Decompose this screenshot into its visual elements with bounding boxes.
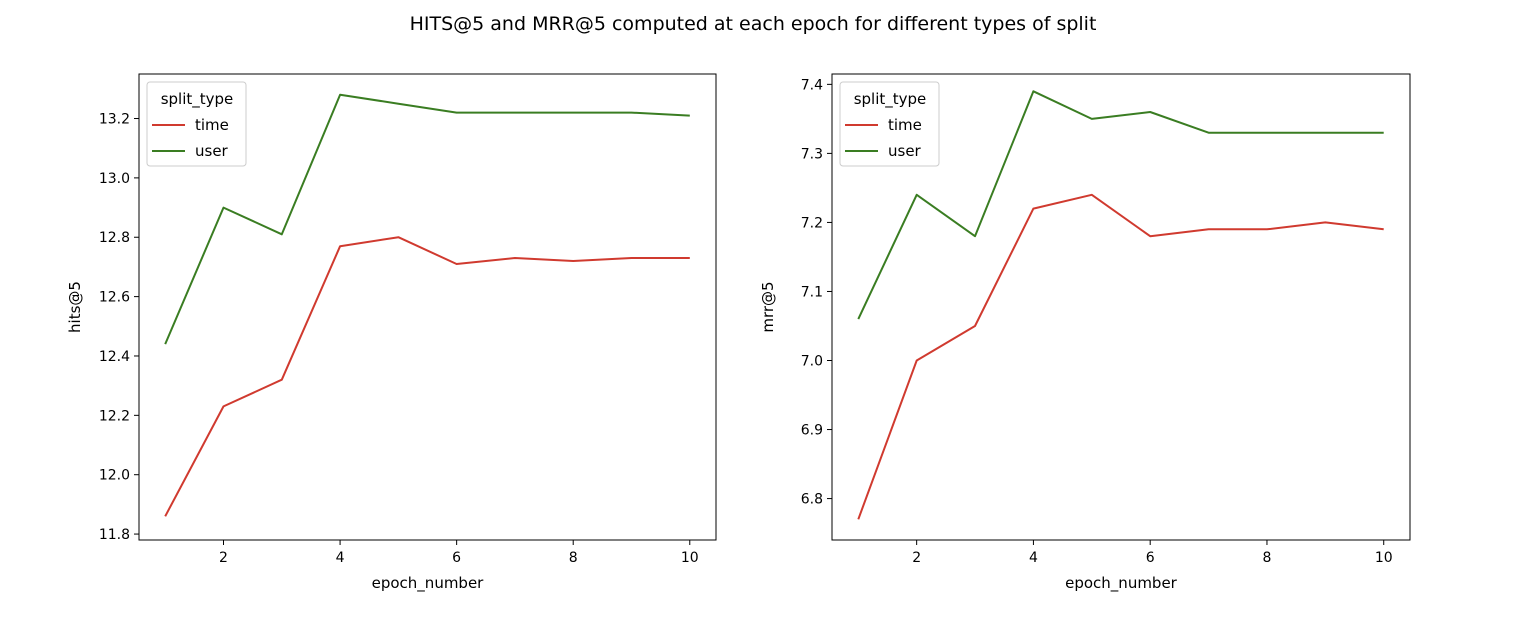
axes-frame: [831, 73, 1411, 541]
y-axis-label: mrr@5: [759, 281, 777, 332]
legend-title: split_type: [161, 90, 234, 109]
x-tick-label: 4: [1029, 550, 1038, 566]
x-tick-label: 6: [452, 550, 461, 566]
y-tick-label: 12.4: [99, 349, 130, 365]
axes-frame: [138, 73, 717, 541]
y-tick-label: 7.3: [801, 146, 823, 162]
legend-box: [146, 81, 247, 167]
y-tick-label: 13.0: [99, 171, 130, 187]
legend-box: [839, 81, 940, 167]
y-tick-label: 7.2: [801, 215, 823, 231]
series-line-time: [857, 193, 1384, 520]
x-tick-label: 2: [219, 550, 228, 566]
x-axis-label: epoch_number: [372, 574, 485, 593]
series-line-time: [164, 236, 690, 517]
x-tick-label: 6: [1146, 550, 1155, 566]
y-tick-label: 7.1: [801, 284, 823, 300]
y-tick-label: 6.8: [801, 492, 823, 508]
x-tick-label: 2: [912, 550, 921, 566]
y-tick-label: 7.0: [801, 354, 823, 370]
y-tick-label: 12.2: [99, 408, 130, 424]
y-axis-label: hits@5: [66, 281, 84, 333]
y-tick-label: 11.8: [99, 527, 130, 543]
chart-panel-2: 2 4 6 8 10 6.8 6.9 7.0 7.1 7.2 7.3 7.4 epoch_number m…: [759, 73, 1411, 593]
figure-suptitle: HITS@5 and MRR@5 computed at each epoch …: [410, 13, 1097, 35]
legend-entry-time: time: [888, 116, 922, 134]
x-tick-label: 4: [336, 550, 345, 566]
y-tick-label: 12.8: [99, 230, 130, 246]
chart-panel-1: 2 4 6 8 10 11.8 12.0 12.2 12.4 12.6 12.8 13.0 13.2 ep…: [66, 73, 717, 593]
y-tick-label: 6.9: [801, 423, 823, 439]
x-tick-label: 8: [569, 550, 578, 566]
x-axis-label: epoch_number: [1065, 574, 1178, 593]
y-tick-label: 13.2: [99, 112, 130, 128]
y-tick-label: 7.4: [801, 77, 823, 93]
legend-entry-user: user: [195, 142, 229, 160]
x-tick-label: 10: [681, 550, 699, 566]
legend-entry-time: time: [195, 116, 229, 134]
legend-title: split_type: [854, 90, 927, 109]
x-tick-label: 8: [1262, 550, 1271, 566]
y-tick-label: 12.6: [99, 290, 130, 306]
y-tick-label: 12.0: [99, 468, 130, 484]
legend-entry-user: user: [888, 142, 922, 160]
x-tick-label: 10: [1375, 550, 1393, 566]
series-line-user: [857, 90, 1384, 320]
series-line-user: [164, 93, 690, 345]
